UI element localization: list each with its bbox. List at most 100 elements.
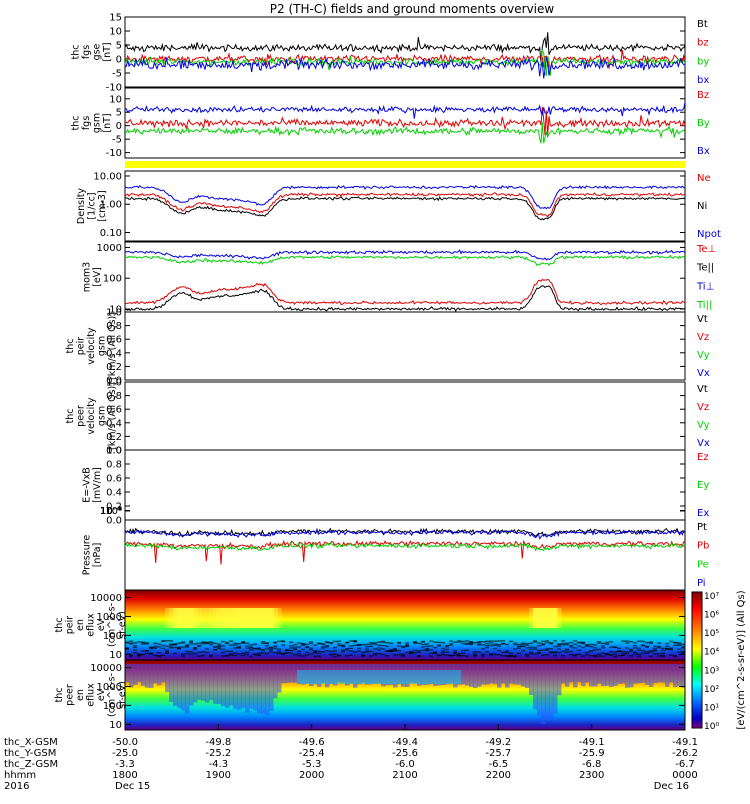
y-tick-label: -10: [106, 148, 122, 159]
spectrogram-cell: [369, 650, 373, 653]
spectrogram-cell: [317, 642, 321, 645]
spectrogram-cell: [589, 643, 593, 646]
spectrogram-cell: [145, 642, 149, 644]
spectrogram-cell: [301, 643, 305, 645]
spectrogram-cell: [261, 652, 265, 654]
spectrogram-cell: [173, 644, 177, 646]
spectrogram-cell: [137, 654, 141, 657]
spectrogram-cell: [329, 642, 333, 645]
spectrogram-cell: [145, 664, 150, 688]
spectrogram-cell: [601, 647, 605, 649]
spectrogram-cell: [677, 648, 681, 650]
spectrogram-cell: [561, 664, 566, 684]
spectrogram-cell: [461, 642, 465, 645]
spectrogram-cell: [433, 646, 437, 649]
y-axis-label: [nT]: [102, 113, 113, 132]
spectrogram-cell: [677, 651, 681, 653]
spectrogram-cell: [585, 651, 589, 654]
spectrogram-cell: [449, 644, 453, 646]
spectrogram-cell: [417, 642, 421, 645]
spectrogram-cell: [645, 651, 649, 653]
spectrogram-cell: [257, 608, 262, 628]
spectrogram-cell: [489, 653, 493, 655]
series-line-Npot: [124, 184, 686, 210]
spectrogram-cell: [293, 653, 297, 656]
spectrogram-cell: [129, 664, 134, 688]
spectrogram-cell: [345, 655, 349, 657]
spectrogram-cell: [549, 651, 553, 653]
spectrogram-cell: [321, 645, 325, 648]
spectrogram-cell: [329, 641, 333, 644]
spectrogram-cell: [241, 654, 245, 657]
spectrogram-cell: [665, 642, 669, 645]
spectrogram-cell: [497, 654, 501, 656]
y-axis-label: eV: [96, 688, 107, 701]
panel-frame: [124, 381, 686, 451]
spectrogram-cell: [657, 655, 661, 657]
spectrogram-cell: [545, 649, 549, 651]
spectrogram-cell: [289, 641, 293, 644]
spectrogram-cell: [649, 664, 654, 687]
spectrogram-cell: [217, 644, 221, 647]
spectrogram-cell: [601, 652, 605, 654]
spectrogram-cell: [617, 664, 622, 685]
spectrogram-cell: [237, 653, 241, 655]
spectrogram-cell: [513, 642, 517, 644]
spectrogram-cell: [149, 646, 153, 649]
x-tick-label: -49.1: [579, 737, 605, 748]
spectrogram-cell: [589, 654, 593, 657]
spectrogram-cell: [161, 654, 165, 657]
spectrogram-cell: [257, 647, 261, 649]
spectrogram-cell: [177, 647, 181, 649]
spectrogram-cell: [233, 642, 237, 645]
spectrogram-cell: [333, 653, 337, 655]
spectrogram-cell: [297, 670, 302, 684]
spectrogram-cell: [253, 664, 258, 711]
spectrogram-cell: [241, 664, 246, 708]
y-tick-label: 100: [103, 631, 122, 642]
spectrogram-cell: [245, 647, 249, 649]
x-row-label: thc_X-GSM: [4, 737, 58, 748]
spectrogram-cell: [213, 642, 217, 645]
y-axis-label: peir: [65, 616, 76, 635]
x-tick-label: 2200: [486, 770, 511, 781]
spectrogram-cell: [529, 648, 533, 650]
colorbar-tick-label: 10⁵: [704, 629, 719, 639]
spectrogram-cell: [349, 645, 353, 647]
spectrogram-cell: [541, 649, 545, 651]
spectrogram-cell: [369, 645, 373, 648]
spectrogram-cell: [681, 651, 685, 654]
series-line-Te⊥: [124, 278, 686, 306]
spectrogram-cell: [629, 664, 634, 688]
spectrogram-cell: [609, 646, 613, 648]
y-tick-label: 0.10: [100, 228, 122, 239]
y-tick-label: 10000: [90, 663, 122, 674]
spectrogram-cell: [389, 649, 393, 652]
spectrogram-cell: [249, 655, 253, 658]
y-axis-label: Density: [76, 188, 87, 224]
spectrogram-cell: [545, 608, 550, 628]
spectrogram-cell: [325, 641, 329, 644]
spectrogram-cell: [413, 670, 418, 684]
spectrogram-cell: [305, 646, 309, 648]
spectrogram-cell: [493, 647, 497, 650]
chart-title: P2 (TH-C) fields and ground moments over…: [270, 2, 555, 16]
spectrogram-cell: [305, 670, 310, 684]
spectrogram-cell: [433, 651, 437, 654]
spectrogram-cell: [557, 608, 562, 628]
spectrogram-cell: [553, 652, 557, 654]
series-line-Bx: [124, 102, 686, 119]
spectrogram-cell: [493, 653, 497, 655]
spectrogram-cell: [253, 653, 257, 656]
spectrogram-cell: [621, 650, 625, 653]
spectrogram-cell: [169, 640, 173, 642]
series-line-Pi: [124, 527, 686, 540]
spectrogram-cell: [513, 648, 517, 650]
spectrogram-cell: [201, 654, 205, 657]
spectrogram-cell: [329, 650, 333, 653]
spectrogram-cell: [365, 670, 370, 684]
spectrogram-cell: [625, 664, 630, 688]
spectrogram-cell: [441, 642, 445, 644]
spectrogram-cell: [597, 642, 601, 644]
spectrogram-cell: [393, 649, 397, 651]
